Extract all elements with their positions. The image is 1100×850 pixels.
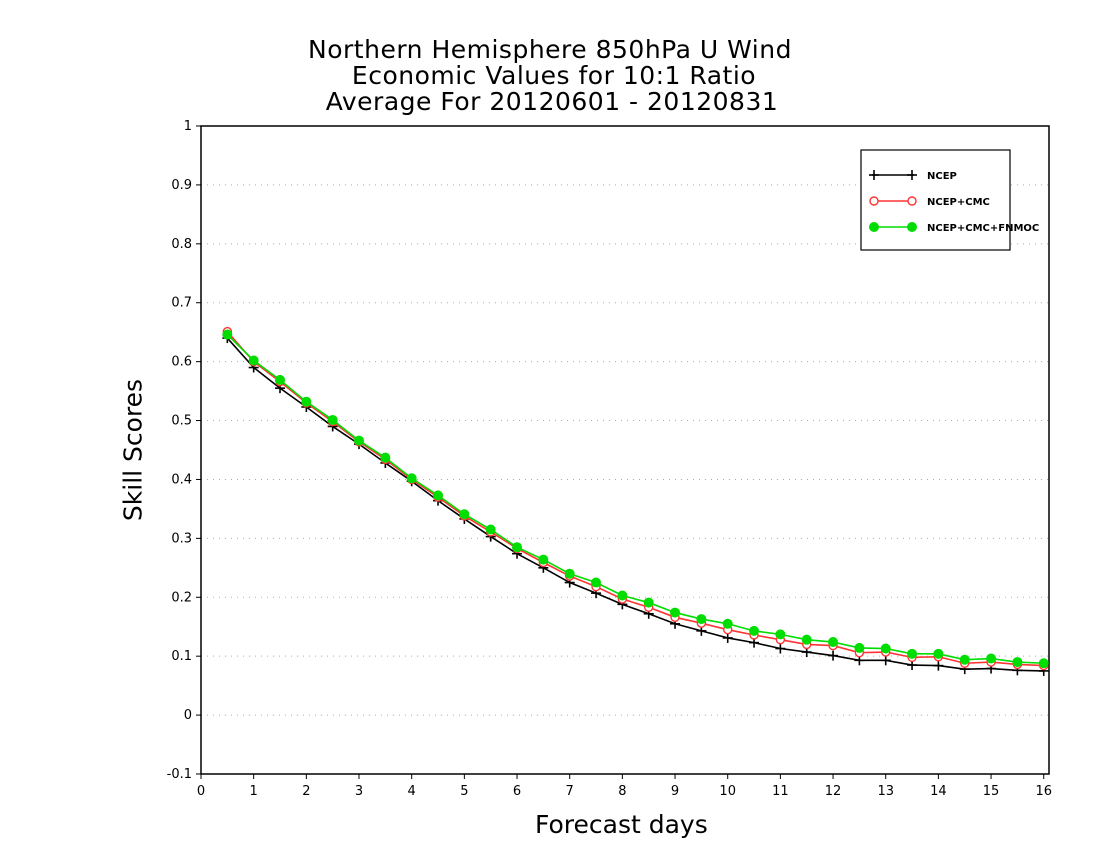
x-tick-label: 15 xyxy=(983,784,1000,799)
x-tick-label: 8 xyxy=(618,784,626,799)
x-tick-label: 12 xyxy=(825,784,842,799)
x-tick-label: 10 xyxy=(719,784,736,799)
data-point xyxy=(406,473,417,484)
legend-box xyxy=(860,149,1011,251)
chart-title-line-3: Average For 20120601 - 20120831 xyxy=(325,87,779,116)
data-point xyxy=(1038,658,1049,669)
legend-label: NCEP+CMC xyxy=(927,197,990,208)
series-ncep xyxy=(222,333,1049,676)
data-point xyxy=(275,374,286,385)
data-point xyxy=(222,329,233,340)
x-tick-label: 4 xyxy=(408,784,416,799)
data-point xyxy=(670,607,681,618)
y-tick-label: 0.2 xyxy=(171,590,192,605)
data-point xyxy=(828,637,839,648)
legend: NCEP NCEP+CMC NCEP+CMC+FNMOC xyxy=(860,149,1039,251)
data-point xyxy=(933,648,944,659)
x-tick-label: 0 xyxy=(197,784,205,799)
data-point xyxy=(301,396,312,407)
data-point xyxy=(591,577,602,588)
x-tick-label: 14 xyxy=(930,784,947,799)
legend-entry: NCEP+CMC xyxy=(869,196,990,208)
data-point xyxy=(959,654,970,665)
data-point xyxy=(512,542,523,553)
data-point xyxy=(617,590,628,601)
y-tick-label: 0.4 xyxy=(171,472,192,487)
data-point xyxy=(775,643,786,654)
data-point xyxy=(986,653,997,664)
legend-marker-end xyxy=(907,222,917,232)
x-tick-label: 13 xyxy=(877,784,894,799)
legend-marker-start xyxy=(869,222,879,232)
y-tick-label: -0.1 xyxy=(167,767,192,782)
x-tick-label: 2 xyxy=(302,784,310,799)
x-tick-label: 1 xyxy=(250,784,258,799)
y-tick-label: 0.9 xyxy=(171,178,192,193)
data-point xyxy=(459,509,470,520)
data-point xyxy=(248,355,259,366)
legend-label: NCEP+CMC+FNMOC xyxy=(927,223,1039,234)
series-line xyxy=(226,333,1044,665)
data-point xyxy=(564,568,575,579)
legend-entry: NCEP+CMC+FNMOC xyxy=(869,222,1039,234)
data-point xyxy=(749,625,760,636)
y-tick-label: 0.1 xyxy=(171,649,192,664)
y-tick-label: 0.8 xyxy=(171,237,192,252)
data-point xyxy=(880,655,891,666)
data-point xyxy=(327,414,338,425)
legend-marker-start xyxy=(869,196,879,206)
data-point xyxy=(433,490,444,501)
data-point xyxy=(643,597,654,608)
legend-label: NCEP xyxy=(927,171,957,182)
data-point xyxy=(854,642,865,653)
series-line xyxy=(226,337,1044,672)
data-point xyxy=(354,435,365,446)
y-tick-label: 0.3 xyxy=(171,531,192,546)
y-tick-label: 0 xyxy=(184,708,192,723)
x-tick-label: 5 xyxy=(460,784,468,799)
grid-lines xyxy=(201,184,1049,716)
y-tick-label: 0.5 xyxy=(171,414,192,429)
x-axis-title: Forecast days xyxy=(535,810,708,839)
series-line xyxy=(226,331,1044,667)
data-point xyxy=(880,643,891,654)
data-point xyxy=(538,554,549,565)
axis-ticks: -0.100.10.20.30.40.50.60.70.80.910 1 2 3 4 5 6… xyxy=(167,119,1052,799)
y-tick-label: 0.7 xyxy=(171,296,192,311)
legend-marker-start xyxy=(869,170,879,180)
data-point xyxy=(933,660,944,671)
data-point xyxy=(801,634,812,645)
y-axis-title: Skill Scores xyxy=(118,378,148,522)
y-tick-label: 1 xyxy=(184,119,192,134)
x-tick-label: 6 xyxy=(513,784,521,799)
chart-title-line-1: Northern Hemisphere 850hPa U Wind xyxy=(308,35,792,64)
series-ncep-cmc-fnmoc xyxy=(222,329,1049,669)
x-tick-label: 7 xyxy=(566,784,574,799)
data-point xyxy=(907,648,918,659)
data-point xyxy=(722,618,733,629)
data-point xyxy=(696,614,707,625)
data-point xyxy=(380,452,391,463)
data-point xyxy=(775,629,786,640)
legend-marker-end xyxy=(907,170,917,180)
data-series xyxy=(222,326,1049,676)
x-tick-label: 9 xyxy=(671,784,679,799)
data-point xyxy=(485,524,496,535)
plot-area-border xyxy=(200,125,1050,775)
data-point xyxy=(828,650,839,661)
series-ncep-cmc xyxy=(222,326,1049,671)
x-tick-label: 3 xyxy=(355,784,363,799)
legend-marker-end xyxy=(907,196,917,206)
x-tick-label: 11 xyxy=(772,784,789,799)
chart-title-line-2: Economic Values for 10:1 Ratio xyxy=(351,61,757,90)
x-tick-label: 16 xyxy=(1035,784,1052,799)
data-point xyxy=(722,632,733,643)
data-point xyxy=(1012,657,1023,668)
y-tick-label: 0.6 xyxy=(171,355,192,370)
legend-entry: NCEP xyxy=(869,170,957,182)
